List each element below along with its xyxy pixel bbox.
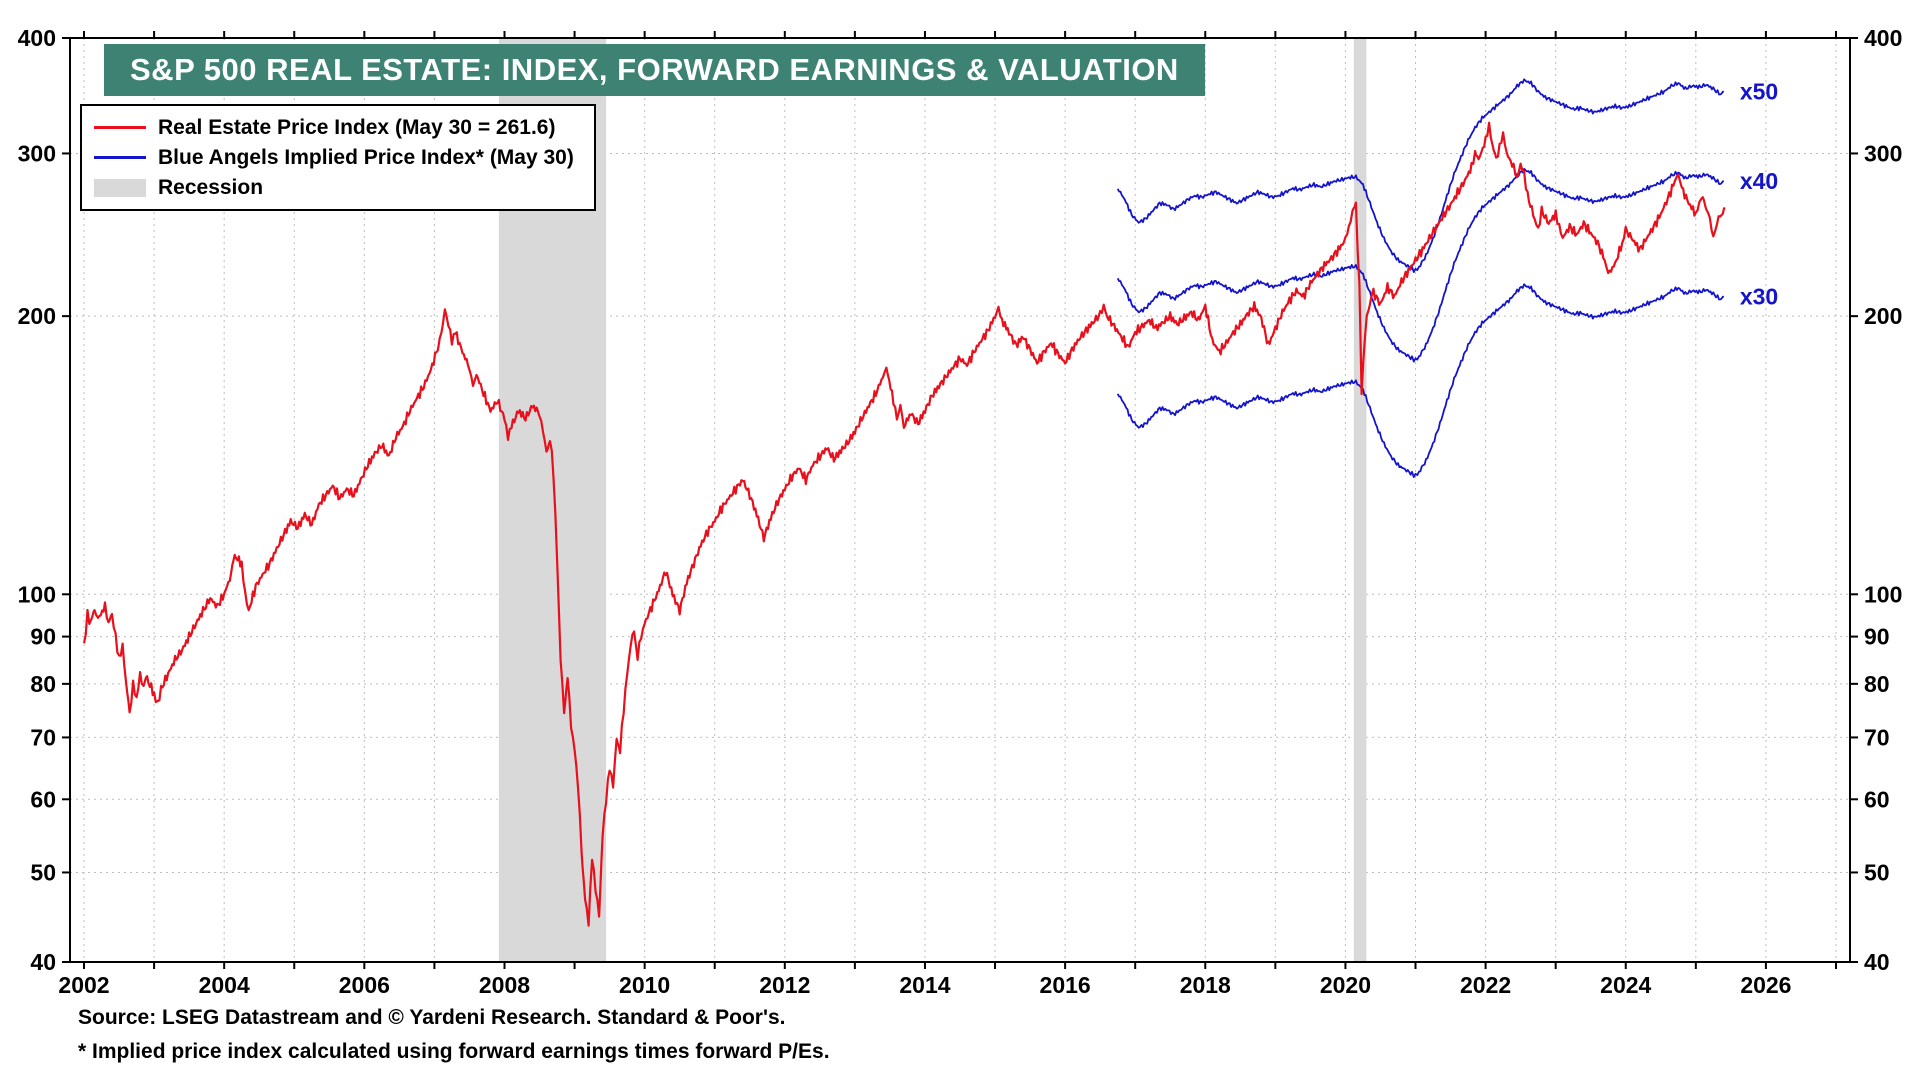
y-axis-label-left: 50 (30, 859, 56, 885)
multiplier-label-x40: x40 (1740, 168, 1778, 194)
x-axis-label: 2012 (759, 972, 810, 998)
y-axis-label-right: 50 (1864, 859, 1890, 885)
price-index-line (82, 121, 1726, 927)
y-axis-label-right: 80 (1864, 671, 1890, 697)
y-axis-label-right: 60 (1864, 786, 1890, 812)
y-axis-label-right: 90 (1864, 624, 1890, 650)
plot-frame (69, 37, 1851, 963)
x-axis-label: 2016 (1040, 972, 1091, 998)
x-axis-label: 2024 (1600, 972, 1651, 998)
footnote-text: * Implied price index calculated using f… (78, 1040, 830, 1063)
y-axis-label-left: 200 (18, 303, 56, 329)
legend-item-price-index: Real Estate Price Index (May 30 = 261.6) (94, 114, 574, 141)
legend-item-recession: Recession (94, 174, 574, 201)
y-axis-label-right: 300 (1864, 140, 1902, 166)
recession-swatch (94, 178, 146, 197)
y-axis-label-left: 60 (30, 786, 56, 812)
y-axis-label-right: 100 (1864, 581, 1902, 607)
x-axis-label: 2022 (1460, 972, 1511, 998)
y-axis-label-left: 400 (18, 25, 56, 51)
y-axis-label-right: 40 (1864, 949, 1890, 975)
multiplier-label-x50: x50 (1740, 79, 1778, 105)
y-axis-label-right: 200 (1864, 303, 1902, 329)
x-axis-label: 2002 (58, 972, 109, 998)
blue-angels-line-x40 (1116, 167, 1725, 363)
legend-label-blue-angels: Blue Angels Implied Price Index* (May 30… (158, 145, 574, 169)
x-axis-label: 2004 (199, 972, 250, 998)
x-axis-label: 2026 (1740, 972, 1791, 998)
source-text: Source: LSEG Datastream and © Yardeni Re… (78, 1006, 786, 1029)
x-axis-label: 2006 (339, 972, 390, 998)
multiplier-label-x30: x30 (1740, 284, 1778, 310)
x-axis-label: 2008 (479, 972, 530, 998)
legend-label-price-index: Real Estate Price Index (May 30 = 261.6) (158, 115, 556, 139)
y-axis-label-right: 70 (1864, 724, 1890, 750)
chart-title-banner: S&P 500 REAL ESTATE: INDEX, FORWARD EARN… (104, 44, 1205, 96)
blue-angels-line-x50 (1116, 78, 1725, 273)
legend: Real Estate Price Index (May 30 = 261.6)… (80, 104, 596, 211)
x-axis-label: 2018 (1180, 972, 1231, 998)
y-axis-label-left: 100 (18, 581, 56, 607)
blue-line-swatch (94, 156, 146, 159)
red-line-swatch (94, 126, 146, 129)
blue-angels-line-x30 (1116, 283, 1725, 478)
x-axis-label: 2020 (1320, 972, 1371, 998)
y-axis-label-left: 80 (30, 671, 56, 697)
chart-title: S&P 500 REAL ESTATE: INDEX, FORWARD EARN… (130, 52, 1179, 87)
legend-item-blue-angels: Blue Angels Implied Price Index* (May 30… (94, 144, 574, 171)
y-axis-label-left: 40 (30, 949, 56, 975)
x-axis-label: 2010 (619, 972, 670, 998)
y-axis-label-left: 90 (30, 624, 56, 650)
y-axis-label-left: 300 (18, 140, 56, 166)
legend-label-recession: Recession (158, 175, 264, 199)
y-axis-label-right: 400 (1864, 25, 1902, 51)
y-axis-label-left: 70 (30, 724, 56, 750)
x-axis-label: 2014 (899, 972, 950, 998)
